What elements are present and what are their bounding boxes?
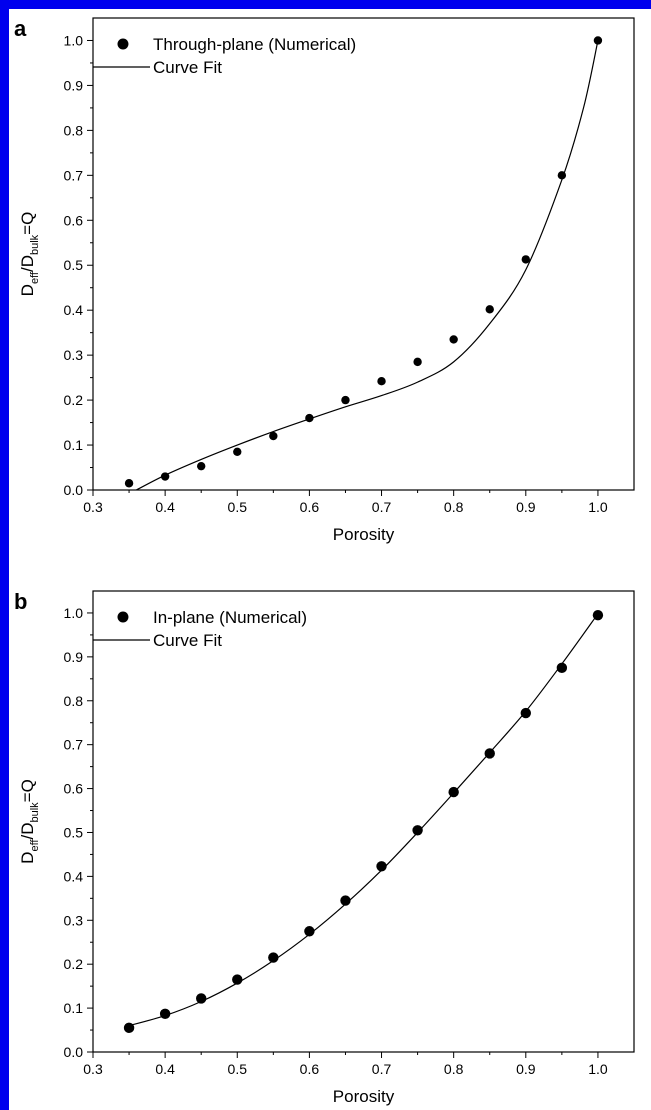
y-tick-label: 1.0 [64,605,84,621]
data-point [485,305,494,314]
legend-label-line: Curve Fit [153,58,222,77]
y-axis-title-subscript: eff [29,271,41,284]
y-axis-title-part: /D [18,255,37,272]
data-point [233,447,242,456]
y-tick-label: 0.6 [64,781,84,797]
x-tick-label: 0.5 [228,499,248,515]
chart-panel-b: b 0.3 0.4 0.5 0.6 0.7 0.8 0.9 1.0 0.0 0.1 0.2 0.3 0.4… [14,589,635,1106]
y-tick-label: 0.3 [64,347,84,363]
data-point [269,431,278,441]
data-point [196,993,207,1004]
y-tick-label: 0.1 [64,1000,84,1016]
y-axis-title-part: =Q [18,212,37,235]
y-tick-label: 0.7 [64,737,84,753]
x-tick-label: 0.9 [516,1061,536,1077]
y-tick-label: 0.4 [64,302,84,318]
y-tick-label: 0.4 [64,868,84,884]
curve-fit-line [128,613,599,1027]
y-tick-label: 0.2 [64,956,84,972]
x-tick-label: 1.0 [588,499,608,515]
x-tick-label: 0.4 [155,499,175,515]
x-tick-label: 0.4 [155,1061,175,1077]
data-point [413,357,422,367]
plot-area-frame [92,17,635,491]
y-axis-title-part: D [18,852,37,864]
plot-area-frame [92,590,635,1053]
x-tick-label: 0.8 [444,499,464,515]
x-tick-label: 0.6 [300,499,320,515]
y-tick-label: 0.9 [64,649,84,665]
data-point [521,255,530,264]
y-tick-label: 0.2 [64,392,84,408]
x-tick-label: 0.7 [372,499,392,515]
y-axis-title-subscript: eff [29,839,41,852]
x-axis-title: Porosity [333,525,395,544]
y-tick-label: 0.9 [64,77,84,93]
x-tick-label: 0.3 [83,1061,103,1077]
panel-label: b [14,589,27,614]
data-point [340,895,351,906]
data-point [304,926,315,937]
legend-marker-scatter [117,611,129,623]
data-point [556,662,568,674]
x-tick-label: 0.5 [228,1061,248,1077]
frame-top-border [0,0,651,9]
y-axis-title-part: D [18,284,37,296]
y-tick-label: 0.5 [64,824,84,840]
y-axis-title-subscript: bulk [29,234,41,255]
data-point [268,952,279,963]
y-axis-title-part: /D [18,823,37,840]
frame-left-border [0,0,9,1110]
y-tick-label: 0.8 [64,122,84,138]
data-point [197,461,206,471]
x-tick-label: 0.8 [444,1061,464,1077]
legend-marker-scatter [117,38,129,50]
x-tick-label: 1.0 [588,1061,608,1077]
data-point [449,335,458,344]
data-point [376,861,387,872]
y-axis-title: Deff/Dbulk=Q [18,212,41,297]
y-axis-title-subscript: bulk [29,802,41,823]
y-axis-title: Deff/Dbulk=Q [18,779,41,864]
y-tick-label: 0.3 [64,912,84,928]
x-tick-label: 0.7 [372,1061,392,1077]
data-point [124,479,134,488]
curve-fit-line [136,40,599,491]
legend-label-scatter: In-plane (Numerical) [153,608,307,627]
chart-panel-a: a 0.3 0.4 0.5 0.6 0.7 0.8 0.9 1.0 0.0 0.1 0.2 0.3 0.4… [14,16,635,544]
panel-label: a [14,16,27,41]
x-axis-title: Porosity [333,1087,395,1106]
x-tick-label: 0.3 [83,499,103,515]
y-tick-label: 0.1 [64,437,84,453]
y-tick-label: 0.6 [64,212,84,228]
data-point [412,825,423,836]
y-tick-label: 1.0 [64,32,84,48]
y-axis-title-part: =Q [18,779,37,802]
y-tick-label: 0.8 [64,693,84,709]
y-tick-label: 0.0 [64,482,84,498]
y-tick-label: 0.5 [64,257,84,273]
data-point [341,395,350,405]
x-tick-label: 0.9 [516,499,536,515]
x-tick-label: 0.6 [300,1061,320,1077]
data-point [520,707,531,719]
legend-label-line: Curve Fit [153,631,222,650]
legend-label-scatter: Through-plane (Numerical) [153,35,356,54]
y-tick-label: 0.7 [64,167,84,183]
data-point [377,377,386,386]
y-tick-label: 0.0 [64,1044,84,1060]
